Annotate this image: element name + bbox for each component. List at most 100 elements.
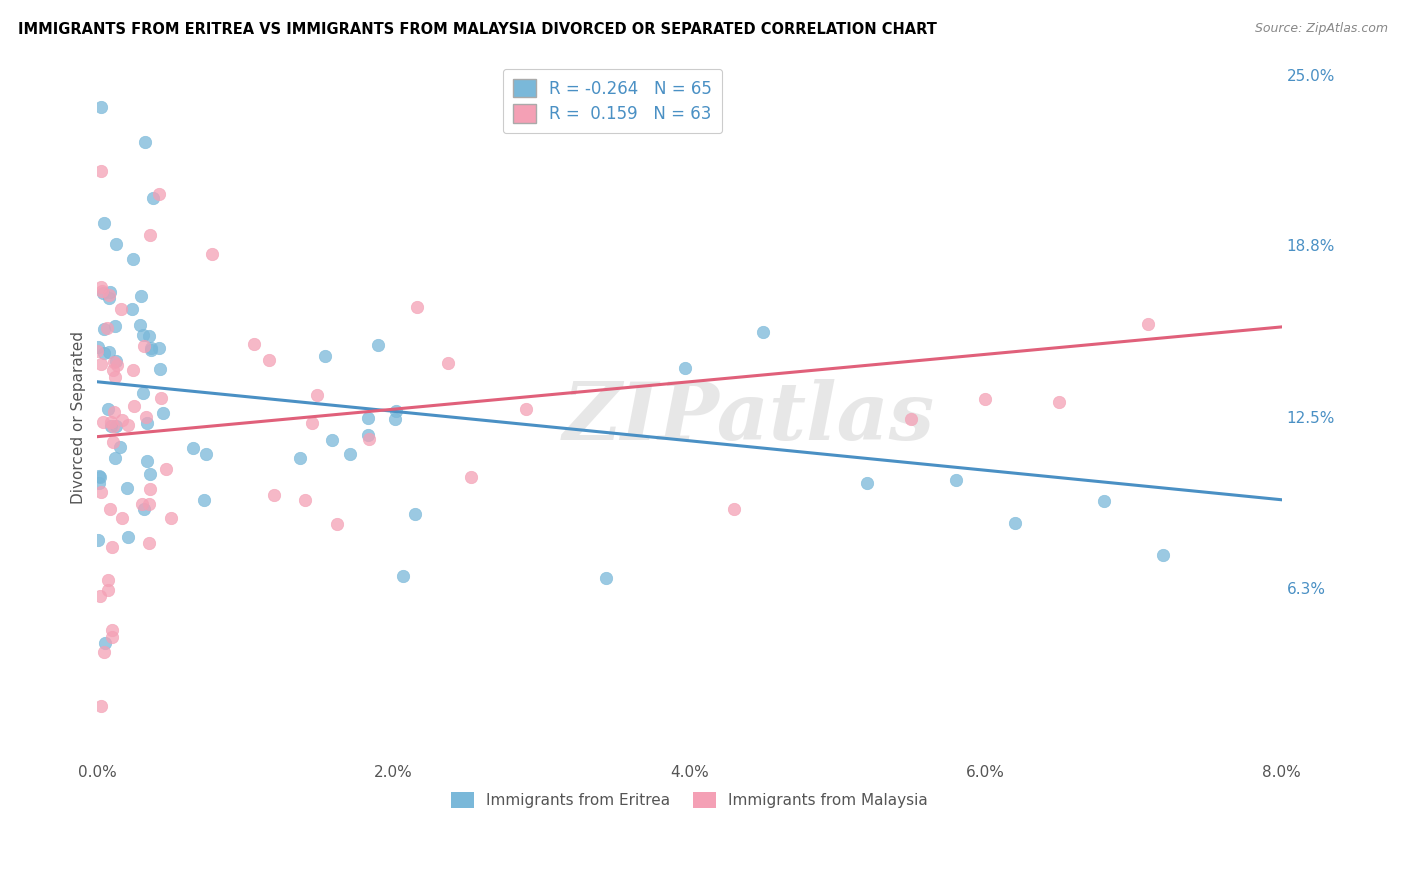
Point: [132, 385, 155, 400]
Point: [98, 291, 121, 305]
Point: [101, 623, 124, 637]
Point: [142, 191, 165, 205]
Point: [391, 569, 413, 583]
Point: [87, 476, 110, 491]
Point: [974, 392, 997, 407]
Point: [104, 354, 127, 368]
Point: [900, 412, 922, 426]
Point: [149, 391, 172, 405]
Point: [856, 476, 879, 491]
Point: [105, 359, 128, 373]
Point: [257, 352, 280, 367]
Point: [139, 227, 162, 242]
Point: [132, 501, 155, 516]
Point: [405, 300, 427, 314]
Point: [89, 470, 111, 484]
Point: [110, 440, 132, 454]
Point: [148, 341, 170, 355]
Point: [595, 571, 617, 585]
Point: [436, 356, 458, 370]
Legend: Immigrants from Eritrea, Immigrants from Malaysia: Immigrants from Eritrea, Immigrants from…: [444, 786, 934, 814]
Point: [93, 346, 115, 360]
Point: [155, 461, 177, 475]
Point: [149, 361, 172, 376]
Point: [136, 453, 159, 467]
Point: [357, 428, 380, 442]
Point: [138, 329, 160, 343]
Point: [139, 343, 162, 357]
Point: [86, 533, 108, 547]
Point: [100, 540, 122, 554]
Point: [357, 411, 380, 425]
Point: [111, 511, 134, 525]
Point: [110, 413, 132, 427]
Point: [160, 510, 183, 524]
Point: [460, 470, 482, 484]
Point: [93, 321, 115, 335]
Point: [98, 287, 121, 301]
Point: [101, 434, 124, 449]
Point: [1004, 516, 1026, 530]
Point: [122, 252, 145, 267]
Point: [110, 301, 132, 316]
Point: [138, 536, 160, 550]
Point: [135, 416, 157, 430]
Point: [104, 418, 127, 433]
Point: [90, 100, 112, 114]
Point: [87, 340, 110, 354]
Point: [98, 502, 121, 516]
Point: [93, 216, 115, 230]
Point: [94, 636, 117, 650]
Point: [138, 467, 160, 481]
Point: [321, 434, 343, 448]
Point: [181, 441, 204, 455]
Point: [385, 403, 408, 417]
Point: [288, 451, 311, 466]
Point: [117, 417, 139, 432]
Point: [294, 493, 316, 508]
Point: [134, 135, 156, 149]
Point: [100, 419, 122, 434]
Point: [98, 285, 121, 300]
Point: [90, 164, 112, 178]
Point: [103, 355, 125, 369]
Point: [132, 327, 155, 342]
Point: [1049, 395, 1071, 409]
Point: [100, 416, 122, 430]
Point: [91, 285, 114, 300]
Point: [135, 410, 157, 425]
Point: [104, 370, 127, 384]
Point: [87, 469, 110, 483]
Point: [90, 357, 112, 371]
Point: [122, 363, 145, 377]
Point: [96, 402, 118, 417]
Point: [1137, 318, 1160, 332]
Point: [148, 186, 170, 201]
Point: [101, 418, 124, 433]
Point: [93, 415, 115, 429]
Point: [129, 289, 152, 303]
Point: [193, 492, 215, 507]
Point: [404, 508, 426, 522]
Point: [129, 318, 152, 333]
Point: [339, 448, 361, 462]
Point: [104, 318, 127, 333]
Point: [104, 450, 127, 465]
Point: [301, 416, 323, 430]
Point: [121, 302, 143, 317]
Point: [97, 582, 120, 597]
Point: [90, 284, 112, 298]
Point: [122, 399, 145, 413]
Point: [326, 516, 349, 531]
Point: [134, 339, 156, 353]
Point: [945, 473, 967, 487]
Point: [515, 401, 537, 416]
Point: [367, 338, 389, 352]
Point: [723, 502, 745, 516]
Point: [93, 645, 115, 659]
Point: [90, 484, 112, 499]
Point: [243, 337, 266, 351]
Point: [384, 411, 406, 425]
Text: Source: ZipAtlas.com: Source: ZipAtlas.com: [1254, 22, 1388, 36]
Point: [97, 573, 120, 587]
